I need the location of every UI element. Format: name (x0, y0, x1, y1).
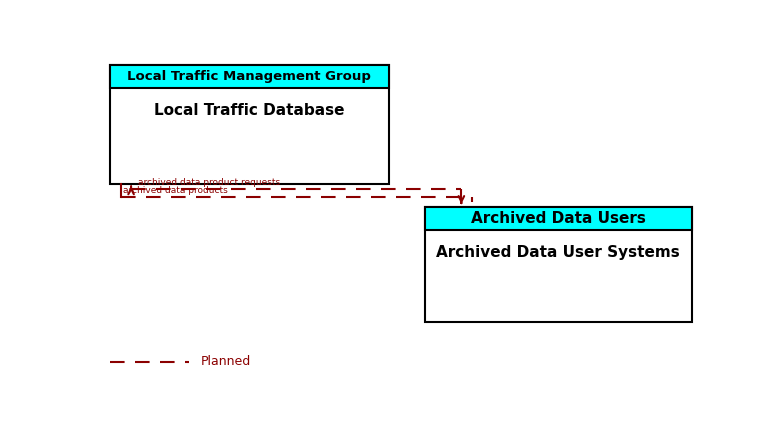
Text: Planned: Planned (201, 356, 251, 369)
Text: archived data products: archived data products (123, 186, 228, 195)
Text: Local Traffic Database: Local Traffic Database (154, 103, 345, 118)
Text: Archived Data Users: Archived Data Users (471, 211, 646, 226)
Bar (109, 65, 389, 184)
Text: Archived Data User Systems: Archived Data User Systems (436, 245, 680, 260)
Text: archived data product requests: archived data product requests (138, 178, 281, 187)
Bar (425, 207, 692, 322)
Bar (109, 65, 389, 88)
Text: Local Traffic Management Group: Local Traffic Management Group (127, 70, 371, 83)
Bar (425, 207, 692, 230)
